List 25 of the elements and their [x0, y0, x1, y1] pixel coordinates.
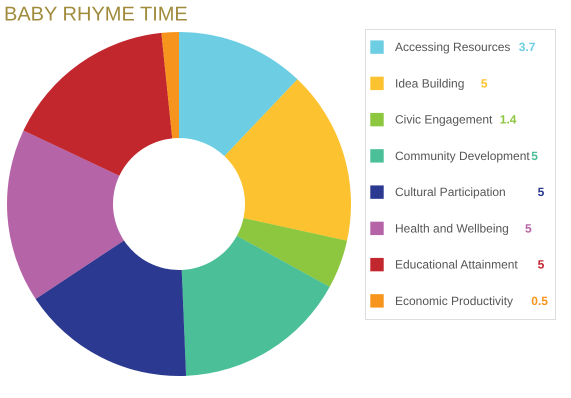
data-label: 5 [538, 258, 545, 272]
donut-slice [161, 32, 179, 138]
data-label: 5 [538, 185, 545, 200]
legend-label: Community Development [395, 148, 530, 163]
data-label: 0.5 [531, 294, 548, 308]
data-label: 5 [531, 148, 538, 163]
legend-label: Idea Building [395, 76, 464, 90]
chart-title: BABY RHYME TIME [4, 4, 188, 26]
legend-label: Health and Wellbeing [395, 221, 509, 236]
donut-slice [182, 236, 330, 376]
donut-slice [224, 79, 351, 241]
donut-slice [236, 218, 348, 287]
legend-label: Economic Productivity [395, 294, 514, 308]
donut-slice [179, 32, 298, 156]
data-label: 1.4 [500, 112, 517, 127]
legend-label: Accessing Resources [395, 40, 510, 54]
legend-label: Educational Attainment [395, 258, 518, 272]
legend-label: Cultural Participation [395, 185, 506, 200]
donut-slice [7, 130, 124, 300]
data-label: 5 [525, 221, 532, 236]
legend-label: Civic Engagement [395, 112, 494, 127]
donut-slice [23, 32, 172, 176]
data-label: 3.7 [518, 40, 536, 54]
donut-slice [36, 240, 186, 376]
data-label: 5 [480, 76, 488, 90]
